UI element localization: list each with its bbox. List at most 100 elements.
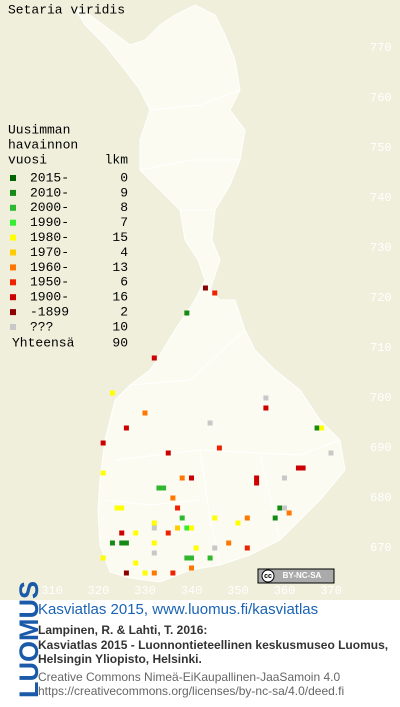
- footer-headline: Kasviatlas 2015, www.luomus.fi/kasviatla…: [38, 601, 318, 618]
- legend-swatch: [10, 204, 16, 211]
- legend-count: 7: [120, 215, 128, 230]
- observation-square: [170, 570, 176, 576]
- observation-square: [119, 505, 125, 511]
- observation-square: [207, 555, 213, 561]
- observation-square: [142, 410, 148, 416]
- citation: Kasviatlas 2015 - Luonnontieteellinen ke…: [38, 638, 388, 652]
- observation-square: [314, 425, 320, 431]
- citation: Helsingin Yliopisto, Helsinki.: [38, 652, 202, 666]
- observation-square: [100, 440, 106, 446]
- legend-label: 1960-: [30, 260, 69, 275]
- observation-square: [207, 420, 213, 426]
- legend-label: 1990-: [30, 215, 69, 230]
- legend-swatch: [10, 324, 16, 330]
- legend-label: 1980-: [30, 230, 69, 245]
- observation-square: [184, 310, 190, 316]
- finland-outline: [73, 4, 346, 583]
- legend-swatch: [10, 219, 16, 226]
- y-grid-label: 730: [370, 241, 392, 255]
- observation-square: [216, 445, 222, 451]
- observation-square: [123, 570, 129, 576]
- observation-square: [212, 545, 218, 551]
- observation-square: [175, 505, 181, 511]
- observation-square: [212, 290, 218, 296]
- observation-square: [151, 525, 157, 531]
- legend-label: ???: [30, 319, 53, 334]
- observation-square: [254, 475, 260, 481]
- legend-total: 90: [112, 335, 128, 350]
- legend-swatch: [10, 279, 16, 286]
- y-grid-label: 740: [370, 191, 392, 205]
- observation-square: [254, 480, 260, 486]
- observation-square: [212, 515, 218, 521]
- observation-square: [189, 475, 194, 481]
- badge-text: BY-NC-SA: [283, 571, 322, 580]
- legend-label: 2010-: [30, 185, 69, 200]
- legend-header: Uusimman: [8, 122, 70, 137]
- observation-square: [263, 405, 269, 411]
- legend-label: 1970-: [30, 245, 69, 260]
- observation-square: [119, 540, 125, 546]
- observation-square: [184, 555, 190, 561]
- species-title: Setaria viridis: [8, 2, 125, 17]
- observation-square: [189, 525, 194, 531]
- legend-count: 2: [120, 305, 128, 320]
- observation-square: [282, 475, 287, 481]
- y-grid-label: 690: [370, 441, 392, 455]
- legend-swatch: [10, 189, 16, 196]
- y-grid-label: 770: [370, 41, 392, 55]
- observation-square: [179, 515, 185, 521]
- x-grid-label: 340: [181, 584, 203, 598]
- legend-header: vuosi: [8, 152, 47, 167]
- legend-label: 2000-: [30, 200, 69, 215]
- luomus-logo: LUOMUS: [14, 581, 44, 698]
- badge-cc: cc: [264, 573, 272, 580]
- x-grid-label: 330: [134, 584, 156, 598]
- observation-square: [277, 505, 283, 511]
- observation-square: [202, 285, 208, 291]
- x-grid-label: 360: [274, 584, 296, 598]
- observation-square: [151, 520, 157, 526]
- legend-count: 13: [112, 260, 128, 275]
- legend-count-header: lkm: [105, 152, 129, 167]
- observation-square: [165, 450, 171, 456]
- observation-square: [165, 530, 171, 536]
- observation-square: [189, 565, 194, 571]
- license-url: https://creativecommons.org/licenses/by-…: [38, 684, 344, 698]
- observation-square: [244, 545, 250, 551]
- legend-count: 6: [120, 275, 128, 290]
- legend-label: 1900-: [30, 290, 69, 305]
- x-grid-label: 370: [320, 584, 342, 598]
- observation-square: [114, 505, 120, 511]
- license-badge: cc BY-NC-SA: [257, 568, 335, 584]
- legend-total-label: Yhteensä: [12, 335, 75, 350]
- legend-swatch: [10, 234, 16, 241]
- legend-count: 10: [112, 319, 128, 334]
- observation-square: [109, 390, 115, 396]
- observation-square: [272, 515, 278, 521]
- observation-square: [300, 465, 306, 471]
- legend-swatch: [10, 309, 16, 316]
- x-grid-label: 350: [227, 584, 249, 598]
- observation-square: [184, 525, 190, 531]
- observation-square: [319, 425, 325, 431]
- y-grid-label: 670: [370, 541, 392, 555]
- observation-square: [328, 450, 334, 456]
- legend-swatch: [10, 264, 16, 271]
- observation-square: [100, 470, 106, 476]
- observation-square: [235, 520, 241, 526]
- legend-count: 16: [112, 290, 128, 305]
- observation-square: [263, 395, 269, 401]
- legend-swatch: [10, 249, 16, 256]
- observation-square: [119, 530, 125, 536]
- legend-label: 1950-: [30, 275, 69, 290]
- observation-square: [142, 570, 148, 576]
- badge-box: [257, 568, 335, 584]
- observation-square: [151, 570, 157, 576]
- legend-swatch: [10, 175, 16, 181]
- x-grid-label: 310: [41, 584, 63, 598]
- legend-count: 0: [120, 170, 128, 185]
- observation-square: [286, 510, 292, 516]
- citation: Lampinen, R. & Lahti, T. 2016:: [38, 623, 207, 637]
- legend-label: 2015-: [30, 170, 69, 185]
